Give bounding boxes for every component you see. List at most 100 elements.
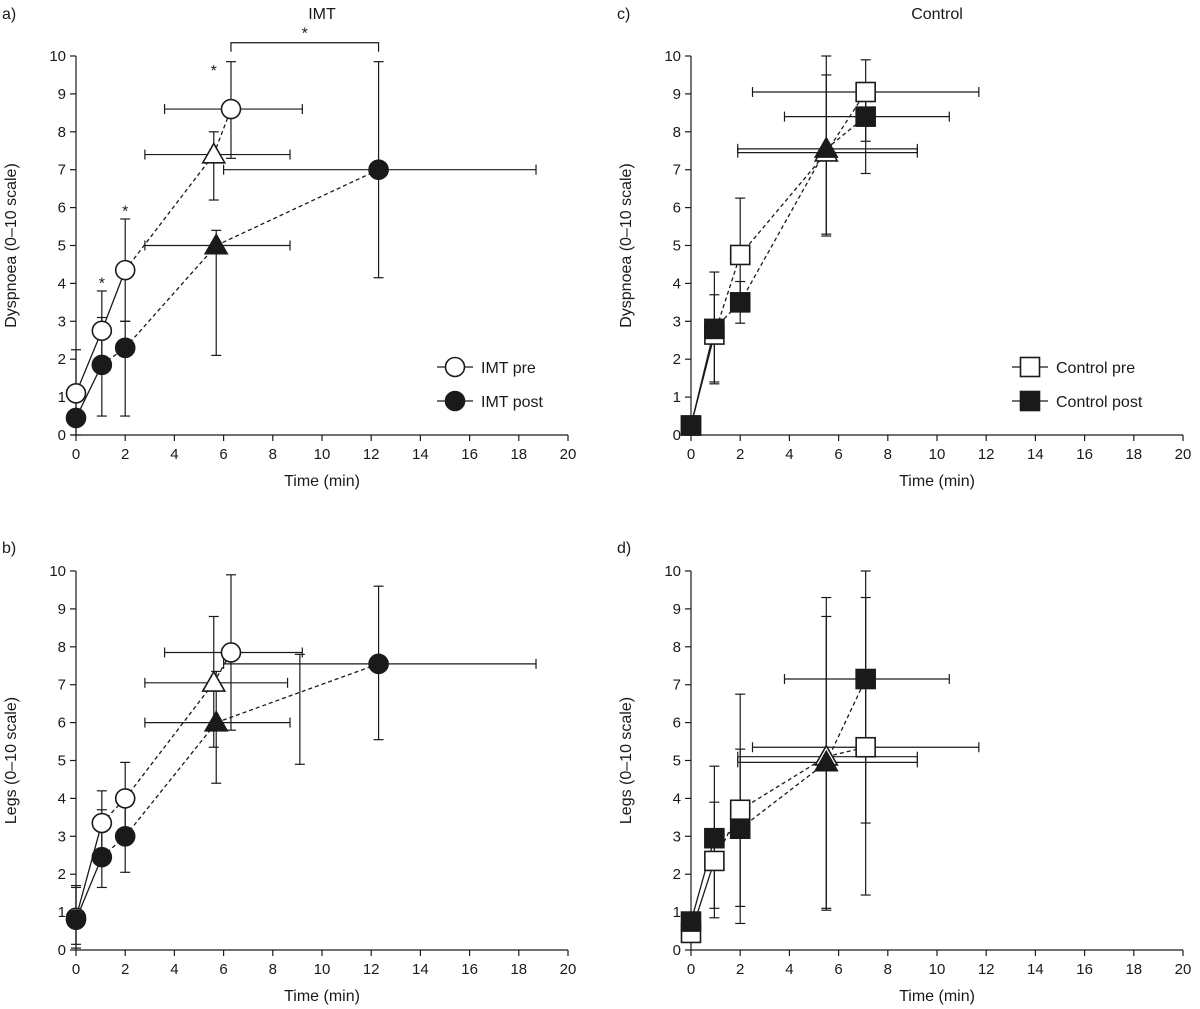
series-1-line: [215, 169, 379, 247]
series-1-line: [739, 761, 827, 830]
panel-letter: d): [617, 540, 631, 557]
legend: Control pre Control post: [1012, 356, 1143, 412]
x-tick-label: 4: [170, 961, 178, 978]
series-0-point-4: [855, 736, 876, 758]
y-tick-label: 7: [58, 677, 66, 694]
y-tick-label: 6: [673, 200, 681, 217]
series-1-point-3: [203, 232, 229, 255]
legend-marker: [444, 356, 466, 378]
x-tick-label: 12: [978, 446, 995, 463]
series-1-point-0: [65, 909, 87, 930]
y-tick-label: 5: [58, 753, 66, 770]
series-1-point-1: [704, 318, 725, 340]
series-1-point-0: [65, 407, 87, 429]
y-tick-label: 10: [664, 563, 681, 580]
y-tick-label: 7: [58, 162, 66, 179]
y-tick-label: 4: [673, 790, 681, 807]
y-tick-label: 9: [58, 601, 66, 618]
x-tick-label: 10: [929, 961, 946, 978]
series-0-line: [124, 682, 215, 799]
y-tick-label: 7: [673, 162, 681, 179]
panel-title: IMT: [308, 6, 336, 23]
series-0-point-2: [729, 244, 751, 266]
x-tick-label: 12: [978, 961, 995, 978]
series-1-point-4: [855, 668, 876, 690]
x-axis-label: Time (min): [284, 988, 360, 1005]
y-tick-label: 10: [664, 48, 681, 65]
series-1-line: [690, 328, 716, 426]
series-1-line: [124, 722, 217, 837]
x-tick-label: 6: [219, 961, 227, 978]
y-axis-label: Legs (0–10 scale): [3, 697, 20, 824]
x-tick-label: 16: [1076, 446, 1093, 463]
x-tick-label: 20: [560, 961, 577, 978]
legend-label: Control post: [1056, 394, 1143, 411]
y-tick-label: 6: [673, 715, 681, 732]
y-tick-label: 2: [58, 866, 66, 883]
series-1-point-2: [729, 818, 751, 840]
x-tick-label: 4: [785, 961, 793, 978]
x-tick-label: 6: [834, 446, 842, 463]
y-tick-label: 8: [673, 639, 681, 656]
x-tick-label: 8: [884, 961, 892, 978]
series-0-point-3: [201, 670, 227, 692]
panel-letter: c): [617, 6, 630, 23]
y-tick-label: 9: [673, 601, 681, 618]
x-tick-label: 4: [170, 446, 178, 463]
y-tick-label: 3: [58, 828, 66, 845]
series-0-point-0: [65, 383, 87, 404]
significance-star: *: [302, 26, 308, 43]
y-tick-label: 2: [673, 866, 681, 883]
legend-marker: [1019, 390, 1041, 412]
x-tick-label: 0: [72, 446, 80, 463]
legend: IMT pre IMT post: [437, 356, 544, 412]
series-0-line: [739, 756, 827, 811]
x-tick-label: 4: [785, 446, 793, 463]
series-0-point-1: [91, 812, 113, 834]
x-tick-label: 2: [121, 961, 129, 978]
y-tick-label: 6: [58, 715, 66, 732]
x-axis-label: Time (min): [284, 473, 360, 490]
x-tick-label: 18: [510, 446, 527, 463]
panel-letter: a): [2, 6, 16, 23]
y-axis-label: Dyspnoea (0–10 scale): [618, 163, 635, 328]
series-0-line: [739, 152, 827, 256]
x-tick-label: 14: [412, 446, 429, 463]
x-tick-label: 8: [269, 446, 277, 463]
x-tick-label: 18: [1125, 446, 1142, 463]
series-1-line: [215, 663, 379, 724]
series-1-line: [739, 148, 827, 303]
x-tick-label: 2: [736, 446, 744, 463]
series-1-point-3: [813, 136, 839, 158]
significance-bracket: [230, 42, 380, 52]
y-tick-label: 4: [58, 275, 66, 292]
x-tick-label: 18: [510, 961, 527, 978]
x-tick-label: 20: [560, 446, 577, 463]
series-1-line: [124, 245, 217, 349]
series-1-point-0: [680, 911, 702, 932]
y-tick-label: 3: [673, 313, 681, 330]
x-tick-label: 6: [219, 446, 227, 463]
x-axis-label: Time (min): [899, 988, 975, 1005]
series-0-point-4: [855, 81, 876, 103]
x-tick-label: 2: [121, 446, 129, 463]
x-tick-label: 14: [412, 961, 429, 978]
series-1-point-3: [203, 709, 229, 732]
y-tick-label: 1: [673, 904, 681, 921]
series-1-point-1: [704, 827, 725, 849]
y-tick-label: 1: [58, 904, 66, 921]
series-1-point-4: [855, 106, 876, 127]
y-tick-label: 4: [58, 790, 66, 807]
y-tick-label: 5: [673, 753, 681, 770]
y-axis-label: Dyspnoea (0–10 scale): [3, 163, 20, 328]
y-tick-label: 9: [673, 86, 681, 103]
series-0-point-2: [114, 788, 136, 809]
series-1-point-4: [368, 159, 389, 180]
x-tick-label: 20: [1175, 446, 1192, 463]
series-1-point-3: [813, 749, 839, 772]
y-tick-label: 3: [58, 313, 66, 330]
y-tick-label: 5: [58, 238, 66, 255]
